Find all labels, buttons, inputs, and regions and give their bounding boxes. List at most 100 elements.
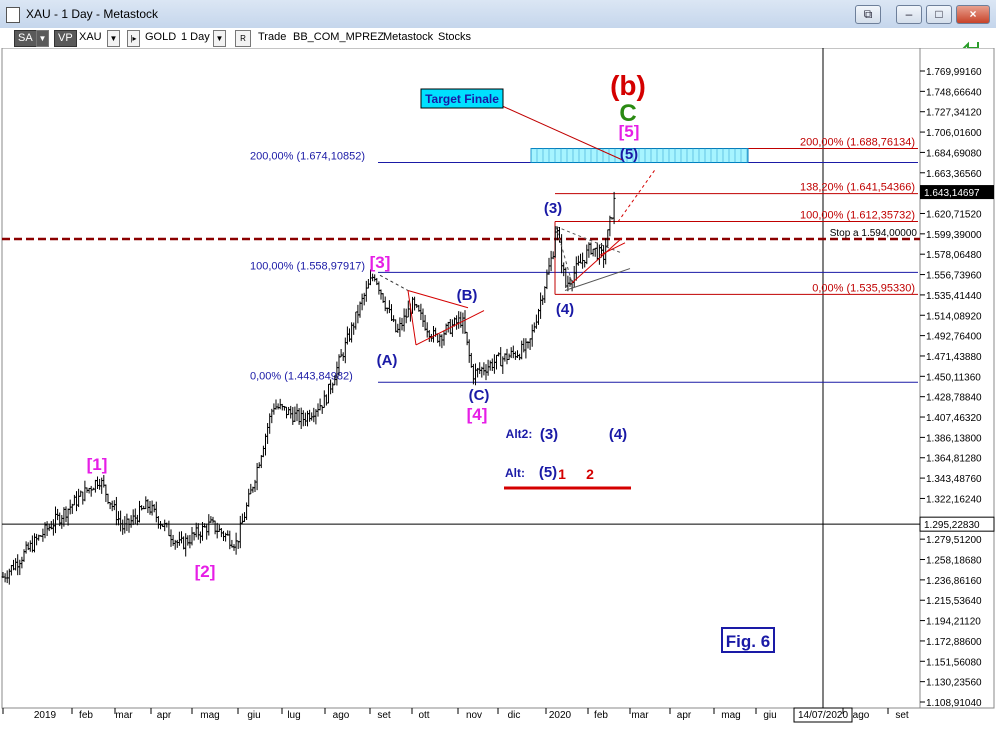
wave-label: 1 [558,466,566,482]
y-tick-label: 1.343,48760 [926,474,982,485]
period-dropdown-icon[interactable]: ▼ [213,30,226,47]
x-tick-label: set [895,710,909,721]
y-tick-label: 1.364,81280 [926,454,982,465]
close-button[interactable]: × [956,5,990,24]
wave-label: (3) [544,200,562,217]
x-tick-label: 2019 [34,710,57,721]
triangle-upper-line [407,290,469,309]
wave-label: Alt2: [506,427,533,441]
ohlc-series [1,191,616,585]
x-tick-label: set [377,710,391,721]
x-tick-label: ago [853,710,870,721]
x-tick-label: mag [200,710,219,721]
x-tick-label: mag [721,710,740,721]
y-tick-label: 1.322,16240 [926,494,982,505]
wave-label: [1] [87,455,108,474]
r-dropdown-button[interactable]: R [235,30,251,47]
wave-label: (A) [377,352,398,369]
y-tick-label: 1.599,39000 [926,230,982,241]
sa-dropdown-icon[interactable]: ▼ [36,30,49,47]
minimize-button[interactable]: – [896,5,922,24]
last-price-label: 1.643,14697 [924,188,980,199]
document-icon [6,7,20,23]
ref-price-box [919,516,995,532]
y-tick-label: 1.108,91040 [926,698,982,709]
y-tick-label: 1.514,08920 [926,311,982,322]
x-tick-label: lug [287,710,300,721]
y-tick-label: 1.663,36560 [926,169,982,180]
y-tick-label: 1.428,78840 [926,393,982,404]
y-tick-label: 1.215,53640 [926,596,982,607]
title-bar: XAU - 1 Day - Metastock ⧉ – □ × [0,0,996,29]
y-tick-label: 1.748,66640 [926,87,982,98]
fib-level-label: 138,20% (1.641,54366) [800,182,915,194]
trade-label[interactable]: Trade [258,31,287,43]
x-tick-label: giu [763,710,776,721]
symbol-label[interactable]: XAU [79,31,102,43]
wave-b-trendline [379,274,409,291]
fib-level-label: 0,00% (1.443,84982) [250,370,353,382]
y-tick-label: 1.492,76400 [926,332,982,343]
wave-label: (3) [540,426,558,443]
triangle-left-line [407,290,417,346]
y-tick-label: 1.450,11360 [926,372,981,383]
x-tick-label: feb [594,710,608,721]
target-label: Target Finale [425,92,499,106]
wave-label: (5) [620,146,638,163]
wave-label: (B) [457,287,478,304]
triangle-lower-line [415,310,485,346]
x-tick-label: mar [631,710,649,721]
maximize-button[interactable]: □ [926,5,952,24]
x-tick-label: ott [418,710,429,721]
wave-label: (4) [556,301,574,318]
x-tick-label: mar [115,710,133,721]
sa-button[interactable]: SA [14,30,37,47]
x-tick-label: apr [677,710,692,721]
wedge-left-line [555,226,573,284]
y-tick-label: 1.151,56080 [926,657,982,668]
group-label: Stocks [438,31,472,43]
source-label: Metastock [383,31,434,43]
price-chart[interactable]: 1.769,99160 1.748,66640 1.727,34120 1.706,0… [0,48,996,743]
x-tick-label: 2020 [549,710,572,721]
price-axis [919,48,995,709]
target-pointer-line [499,104,623,161]
y-tick-label: 1.684,69080 [926,148,982,159]
last-price-box [920,185,994,200]
fib-level-label: 100,00% (1.612,35732) [800,209,915,221]
plot-area[interactable] [1,48,921,709]
y-tick-label: 1.194,21120 [926,617,981,628]
x-tick-label: feb [79,710,93,721]
chart-toolbar: SA ▼ VP XAU ▼ |▸ GOLD 1 Day ▼ R Trade BB… [0,28,996,48]
x-tick-label: nov [466,710,482,721]
x-tick-label: giu [247,710,260,721]
wave-label: [4] [467,405,488,424]
wedge-lower-line [564,268,631,292]
account-label: BB_COM_MPREZ [293,31,385,43]
fib-level-label: 200,00% (1.688,76134) [800,137,915,149]
wave-label: (4) [609,426,627,443]
vp-button[interactable]: VP [54,30,77,47]
figure-label: Fig. 6 [726,632,770,651]
fib-level-label: 100,00% (1.558,97917) [250,260,365,272]
ref-price-label: 1.295,22830 [924,520,980,531]
period-label[interactable]: 1 Day [181,31,210,43]
interval-icon[interactable]: |▸ [127,30,140,47]
wedge-red-line [571,237,623,284]
wave-label: 2 [586,466,594,482]
target-label-box[interactable] [420,88,504,109]
wave-label: [2] [195,562,216,581]
y-tick-label: 1.706,01600 [926,128,982,139]
y-tick-label: 1.727,34120 [926,108,982,119]
target-zone [530,148,749,164]
y-tick-label: 1.172,88600 [926,637,982,648]
x-tick-label: apr [157,710,172,721]
restore-icon[interactable]: ⧉ [855,5,881,24]
cursor-date-box [793,707,853,723]
y-tick-label: 1.258,18680 [926,556,982,567]
wedge-red-line [599,242,626,256]
y-tick-label: 1.471,43880 [926,352,982,363]
wave-label: Alt: [505,466,525,480]
wave-label: [5] [619,122,640,141]
symbol-dropdown-icon[interactable]: ▼ [107,30,120,47]
